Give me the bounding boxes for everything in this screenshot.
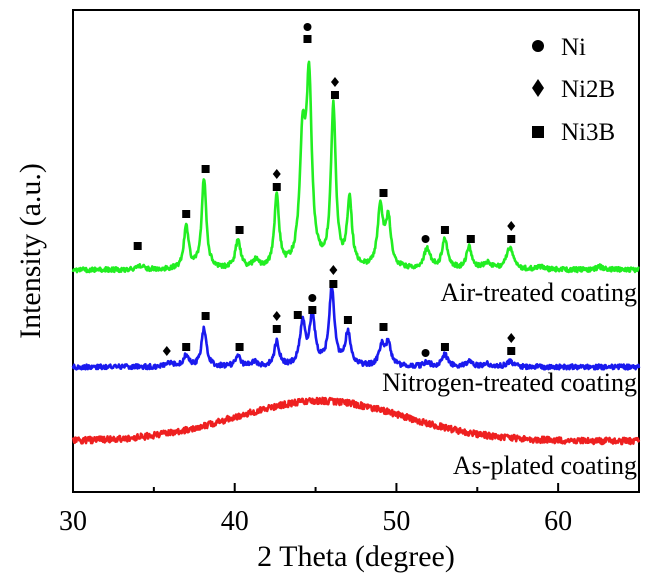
legend-label-ni3b: Ni3B <box>561 119 615 146</box>
y-axis-label: Intensity (a.u.) <box>14 163 47 339</box>
peak-marker-diamond <box>329 265 338 275</box>
legend-label-ni2b-part3: B <box>599 76 616 103</box>
peak-marker-square <box>379 189 388 197</box>
peak-marker-square <box>293 311 302 319</box>
x-tick-label: 50 <box>382 506 410 537</box>
legend-label-ni: Ni <box>561 34 586 61</box>
peak-marker-square <box>201 165 210 173</box>
peak-marker-diamond <box>272 311 281 321</box>
peak-marker-diamond <box>507 221 516 231</box>
peak-marker-square <box>507 235 516 243</box>
series-line-1 <box>71 60 640 274</box>
peak-marker-diamond <box>507 333 516 343</box>
series-label-nitrogen: Nitrogen-treated coating <box>382 368 637 397</box>
series-label-asplated: As-plated coating <box>453 451 637 480</box>
legend: Ni Ni2B Ni3B <box>532 34 615 146</box>
peak-marker-diamond <box>330 77 339 87</box>
peak-marker-circle <box>303 23 312 31</box>
peak-marker-square <box>507 347 516 355</box>
peak-marker-square <box>182 210 191 218</box>
x-tick-label: 30 <box>59 506 87 537</box>
peak-marker-square <box>308 306 317 314</box>
peak-marker-square <box>133 242 142 250</box>
peak-marker-square <box>235 226 244 234</box>
legend-label-ni2b-part2: 2 <box>586 76 599 103</box>
peak-marker-square <box>182 343 191 351</box>
peak-marker-square <box>201 312 210 320</box>
peak-marker-square <box>235 343 244 351</box>
peak-marker-square <box>466 235 475 243</box>
series-layer <box>71 60 641 446</box>
peak-marker-diamond <box>162 346 171 356</box>
peak-marker-square <box>343 316 352 324</box>
peak-marker-square <box>379 323 388 331</box>
peak-marker-square <box>330 91 339 99</box>
peak-marker-square <box>303 35 312 43</box>
legend-label-ni3b-part2: 3 <box>586 119 599 146</box>
x-tick-label: 60 <box>544 506 572 537</box>
peak-marker-diamond <box>272 169 281 179</box>
legend-circle-marker <box>532 40 544 52</box>
x-axis-label: 2 Theta (degree) <box>257 540 455 573</box>
legend-label-ni2b-part1: Ni <box>561 76 586 103</box>
series-line-2 <box>71 283 641 371</box>
series-line-3 <box>71 396 641 446</box>
peak-marker-square <box>440 343 449 351</box>
legend-label-ni2b: Ni2B <box>561 76 615 103</box>
plot-frame <box>72 9 640 493</box>
series-label-air: Air-treated coating <box>440 278 637 307</box>
legend-diamond-marker <box>532 79 544 97</box>
legend-label-ni3b-part3: B <box>599 119 616 146</box>
legend-label-ni3b-part1: Ni <box>561 119 586 146</box>
peak-marker-circle <box>421 349 430 357</box>
marker-layer <box>133 23 516 357</box>
peak-marker-square <box>440 226 449 234</box>
peak-marker-circle <box>421 235 430 243</box>
legend-square-marker <box>532 126 544 138</box>
peak-marker-square <box>329 280 338 288</box>
peak-marker-square <box>272 183 281 191</box>
peak-marker-square <box>272 325 281 333</box>
peak-marker-circle <box>308 294 317 302</box>
x-tick-label: 40 <box>221 506 249 537</box>
x-axis-ticks: 30 40 50 60 <box>59 483 640 537</box>
series-labels: Air-treated coating Nitrogen-treated coa… <box>382 278 637 480</box>
